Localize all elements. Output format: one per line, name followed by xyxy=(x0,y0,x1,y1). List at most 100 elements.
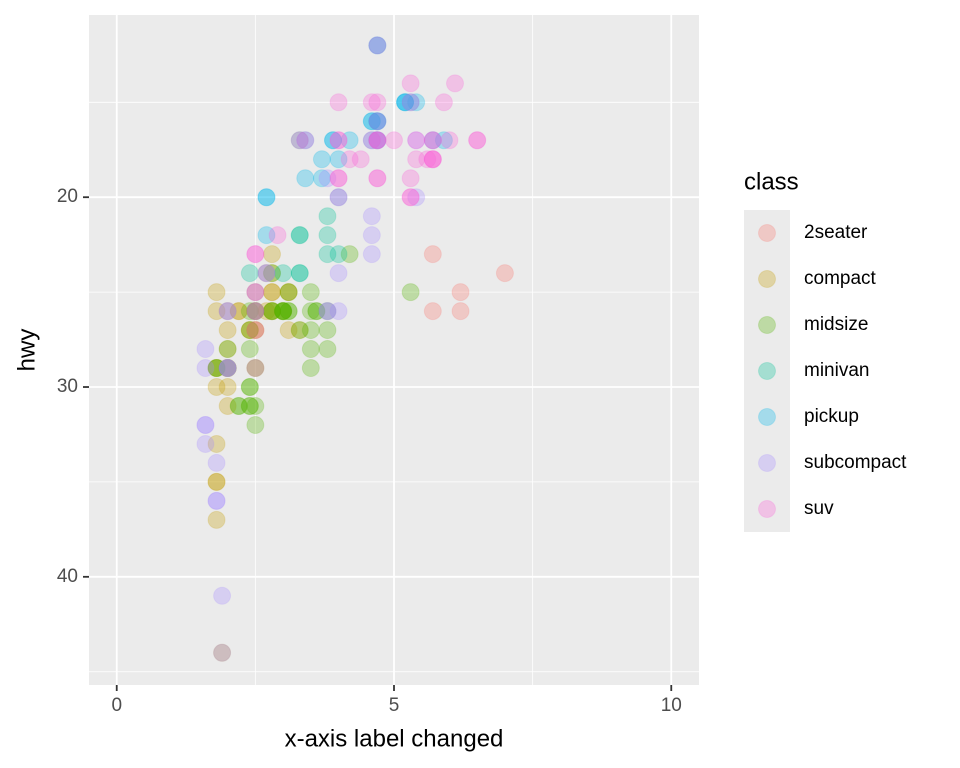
point xyxy=(246,302,265,321)
point xyxy=(218,396,237,415)
point xyxy=(207,491,226,510)
point xyxy=(207,472,226,491)
point xyxy=(401,188,420,207)
point xyxy=(240,321,259,340)
point xyxy=(329,150,348,169)
point xyxy=(318,321,337,340)
point xyxy=(362,112,381,131)
point xyxy=(274,302,293,321)
point xyxy=(407,131,426,150)
point xyxy=(407,131,426,150)
point xyxy=(196,415,215,434)
point xyxy=(362,131,381,150)
y-tick-label: 40 xyxy=(57,566,78,587)
legend-label: midsize xyxy=(804,314,868,335)
point xyxy=(301,340,320,359)
point xyxy=(207,302,226,321)
point xyxy=(468,131,487,150)
point xyxy=(218,302,237,321)
point xyxy=(385,131,403,150)
point xyxy=(423,245,442,264)
y-tick-label: 20 xyxy=(57,186,78,207)
legend-label: subcompact xyxy=(804,452,907,473)
point xyxy=(329,188,348,207)
point xyxy=(218,321,237,340)
point xyxy=(257,188,276,207)
point xyxy=(263,302,281,321)
point xyxy=(263,283,281,302)
point xyxy=(495,264,514,283)
point xyxy=(423,302,442,321)
point xyxy=(218,359,237,378)
point xyxy=(368,131,387,150)
legend-key-bg xyxy=(744,440,790,486)
point xyxy=(263,302,281,321)
point xyxy=(218,359,237,378)
point xyxy=(329,93,348,112)
point xyxy=(340,150,359,169)
point xyxy=(290,131,309,150)
point xyxy=(290,264,309,283)
point xyxy=(296,169,315,188)
point xyxy=(229,396,248,415)
point xyxy=(290,321,309,340)
point xyxy=(240,321,259,340)
point xyxy=(246,283,265,302)
point xyxy=(440,131,459,150)
legend-key xyxy=(758,408,776,426)
point xyxy=(218,359,237,378)
point xyxy=(368,93,387,112)
legend-key xyxy=(758,362,776,380)
point xyxy=(423,150,442,169)
point xyxy=(468,131,487,150)
point xyxy=(451,302,470,321)
point xyxy=(246,396,265,415)
point xyxy=(318,169,337,188)
legend-key xyxy=(758,454,776,472)
legend-key xyxy=(758,316,776,334)
point xyxy=(229,302,248,321)
point xyxy=(362,112,381,131)
x-tick-label: 5 xyxy=(389,695,400,716)
point xyxy=(246,245,265,264)
point xyxy=(318,302,337,321)
point xyxy=(324,131,342,150)
point xyxy=(246,359,265,378)
point xyxy=(368,131,387,150)
point xyxy=(301,283,320,302)
point xyxy=(207,491,226,510)
legend-key xyxy=(758,270,776,288)
point xyxy=(318,207,337,226)
point xyxy=(362,131,381,150)
point xyxy=(407,93,426,112)
point xyxy=(329,131,348,150)
point xyxy=(301,302,320,321)
point xyxy=(340,245,359,264)
x-tick-label: 0 xyxy=(111,695,122,716)
point xyxy=(290,264,309,283)
legend-key-bg xyxy=(744,348,790,394)
point xyxy=(423,131,442,150)
point xyxy=(207,283,226,302)
point xyxy=(218,378,237,397)
point xyxy=(207,453,226,472)
point xyxy=(246,245,265,264)
point xyxy=(196,359,215,378)
point xyxy=(240,378,259,397)
point xyxy=(240,340,259,359)
point xyxy=(396,93,415,112)
point xyxy=(257,264,276,283)
point xyxy=(257,264,276,283)
point xyxy=(368,112,387,131)
point xyxy=(407,150,426,169)
point xyxy=(274,302,293,321)
grid xyxy=(89,15,699,685)
point xyxy=(246,359,265,378)
point xyxy=(396,93,415,112)
point xyxy=(207,359,226,378)
point xyxy=(279,283,298,302)
point xyxy=(296,131,315,150)
point xyxy=(362,226,381,245)
point xyxy=(301,321,320,340)
point xyxy=(446,74,464,93)
